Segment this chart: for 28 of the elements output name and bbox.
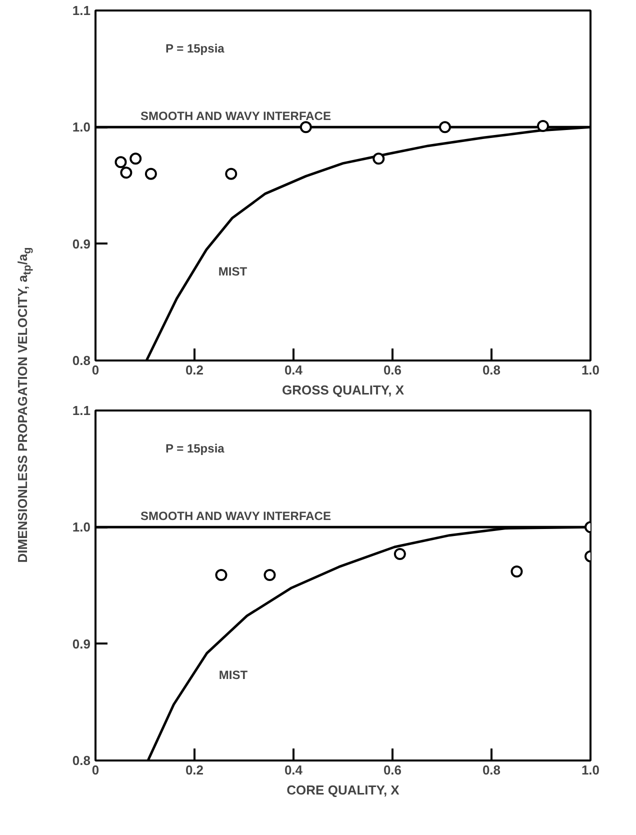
x-tick-label: 0.8: [482, 362, 501, 378]
x-axis-title: GROSS QUALITY, X: [282, 382, 404, 398]
x-tick-label: 0.4: [284, 762, 304, 778]
y-tick-label: 1.0: [72, 520, 91, 535]
x-tick-label: 0.6: [383, 362, 402, 378]
series-label: SMOOTH AND WAVY INTERFACE: [140, 509, 331, 524]
y-tick-label: 0.9: [72, 236, 91, 252]
annotation: P = 15psia: [166, 442, 225, 456]
x-tick-label: 0: [92, 762, 100, 778]
annotation: P = 15psia: [166, 42, 225, 56]
x-tick-label: 0.2: [185, 762, 204, 778]
x-tick-label: 1.0: [581, 362, 600, 378]
y-tick-label: 0.8: [72, 353, 91, 368]
x-tick-label: 0.6: [383, 762, 402, 778]
x-tick-label: 1.0: [581, 762, 600, 778]
x-tick-label: 0.8: [482, 762, 501, 778]
x-tick-label: 0.4: [284, 362, 304, 378]
x-axis-title: CORE QUALITY, X: [286, 782, 400, 798]
series-label: SMOOTH AND WAVY INTERFACE: [140, 109, 331, 124]
series-label: MIST: [218, 264, 248, 279]
y-tick-label: 1.0: [72, 120, 91, 135]
series-label: MIST: [218, 668, 248, 682]
x-tick-label: 0.2: [185, 362, 204, 378]
y-tick-label: 1.1: [72, 3, 91, 18]
y-tick-label: 0.8: [72, 753, 91, 768]
y-tick-label: 1.1: [72, 403, 91, 418]
x-tick-label: 0: [92, 362, 100, 378]
y-tick-label: 0.9: [72, 636, 91, 652]
